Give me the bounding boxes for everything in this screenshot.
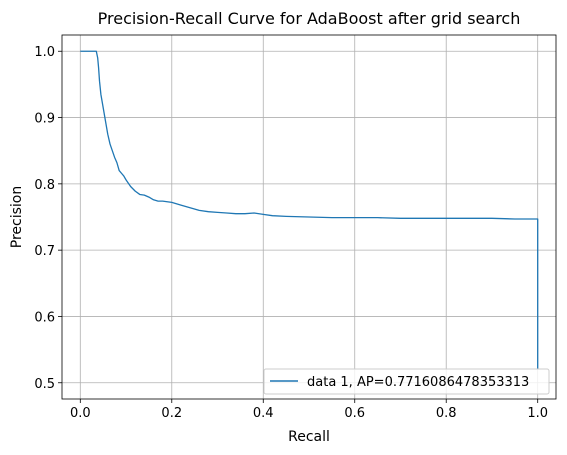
grid-lines [62,35,556,399]
x-axis-label: Recall [288,429,330,445]
chart-title: Precision-Recall Curve for AdaBoost afte… [98,9,521,28]
legend-series-label: data 1, AP=0.7716086478353313 [307,375,529,390]
y-tick-label-4: 0.9 [34,112,55,127]
y-tick-label-0: 0.5 [34,377,55,392]
plot-area [80,50,539,370]
legend-box [263,368,550,395]
y-tick-label-3: 0.8 [34,178,55,193]
y-tick-label-1: 0.6 [34,310,55,325]
y-tick-label-2: 0.7 [34,244,55,259]
y-tick-label-5: 1.0 [34,45,55,60]
axes-frame [61,34,557,400]
x-tick-label-0: 0.0 [70,406,91,421]
x-tick-label-4: 0.8 [436,406,457,421]
axis-ticks: 0.0 0.2 0.4 0.6 0.8 1.0 0.5 0.6 0.7 0.8 0.9 1.0 [34,45,548,421]
series-line-0 [80,50,539,370]
x-tick-label-3: 0.6 [344,406,365,421]
x-tick-label-2: 0.4 [253,406,274,421]
y-axis-label: Precision [9,186,25,248]
x-tick-label-5: 1.0 [527,406,548,421]
x-tick-label-1: 0.2 [161,406,182,421]
legend: data 1, AP=0.7716086478353313 [263,368,550,395]
